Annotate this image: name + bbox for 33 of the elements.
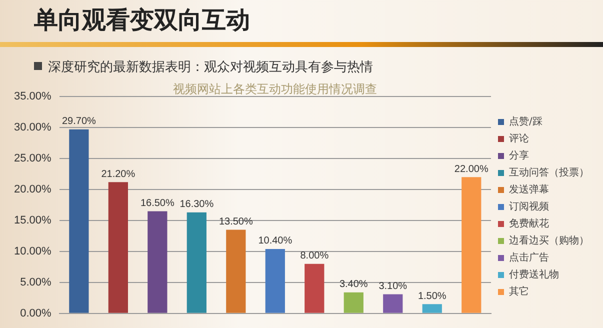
y-tick-label: 5.00% xyxy=(20,276,52,288)
data-label: 10.40% xyxy=(258,236,292,247)
data-label: 22.00% xyxy=(454,164,488,175)
data-label: 13.50% xyxy=(218,216,253,228)
data-label: 21.20% xyxy=(101,168,136,180)
y-tick-label: 30.00% xyxy=(14,122,52,134)
data-label: 3.10% xyxy=(378,280,408,292)
legend-label: 互动问答（投票） xyxy=(509,166,589,179)
legend-label: 发送弹幕 xyxy=(509,184,549,196)
legend-label: 订阅视频 xyxy=(509,200,549,213)
legend-label: 免费献花 xyxy=(509,218,549,230)
legend-label: 分享 xyxy=(509,150,529,162)
legend-label: 其它 xyxy=(509,286,529,298)
data-label: 1.50% xyxy=(418,290,446,302)
chart-subtitle: 深度研究的最新数据表明：观众对视频互动具有参与热情 xyxy=(48,60,373,75)
legend-label: 点赞/踩 xyxy=(509,116,542,128)
chart-title: 单向观看变双向互动 xyxy=(34,5,250,36)
legend-label: 边看边买（购物） xyxy=(509,234,589,247)
y-tick-label: 25.00% xyxy=(14,152,52,165)
data-label: 3.40% xyxy=(339,279,368,290)
legend-label: 点击广告 xyxy=(509,252,549,264)
legend-label: 评论 xyxy=(509,132,529,145)
data-label: 8.00% xyxy=(300,250,329,262)
y-tick-label: 15.00% xyxy=(14,214,52,227)
y-tick-label: 10.00% xyxy=(14,245,52,258)
y-tick-label: 20.00% xyxy=(14,184,52,196)
legend-label: 付费送礼物 xyxy=(509,268,559,281)
y-tick-label: 35.00% xyxy=(14,90,52,103)
text: 视频网站上各类互动功能使用情况调查 xyxy=(173,82,378,96)
data-label: 29.70% xyxy=(62,116,96,128)
y-tick-label: 0.00% xyxy=(20,307,52,320)
data-label: 16.30% xyxy=(180,199,214,210)
data-label: 16.50% xyxy=(140,198,174,209)
